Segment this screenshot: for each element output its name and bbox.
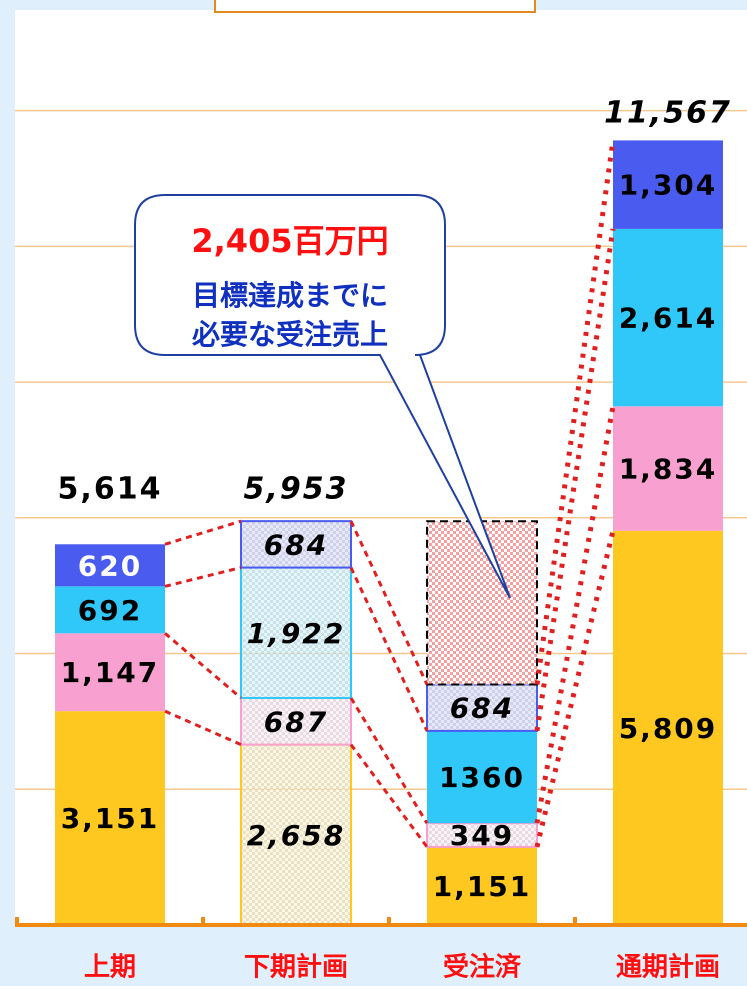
value-label: 1360: [439, 761, 525, 794]
x-tick-label: 通期計画: [616, 952, 720, 983]
remaining-box: [426, 520, 538, 686]
bar-pattern: [240, 696, 352, 746]
bar-segment: [427, 846, 537, 925]
bar-segment: [613, 406, 723, 531]
bar-segment: [613, 228, 723, 407]
callout-title: 2,405百万円: [191, 222, 388, 260]
bar-segment: [55, 711, 165, 925]
bar-segment: [55, 586, 165, 634]
value-label: 2,614: [619, 302, 718, 335]
value-label: 2,658: [247, 819, 346, 852]
value-label: 1,147: [61, 656, 160, 689]
connector: [534, 140, 616, 685]
bar-segment: [427, 730, 537, 824]
bar-pattern: [426, 683, 538, 732]
connector: [164, 519, 242, 546]
connector: [164, 632, 242, 700]
title-box: [214, 0, 536, 13]
callout-text: 必要な受注売上: [192, 318, 388, 351]
connector: [349, 566, 429, 732]
value-label: 3,151: [61, 802, 160, 835]
value-label: 684: [450, 692, 514, 725]
total-label: 5,953: [244, 472, 349, 507]
bar-segment: [613, 530, 723, 925]
bar-segment: [55, 633, 165, 712]
total-label: 11,567: [604, 96, 732, 131]
value-label: 684: [264, 528, 328, 561]
x-tick-label: 上期: [84, 953, 136, 983]
x-tick-label: 受注済: [443, 952, 522, 983]
value-label: 1,151: [433, 870, 532, 903]
connector: [534, 228, 616, 732]
value-label: 692: [78, 594, 142, 627]
value-label: 1,922: [247, 617, 346, 650]
callout-text: 目標達成までに: [192, 279, 388, 312]
value-label: 620: [78, 549, 142, 582]
x-tick-label: 下期計画: [244, 952, 348, 983]
bar-segment: [613, 140, 723, 229]
bar-pattern: [240, 743, 352, 926]
bar-pattern: [426, 822, 538, 848]
bar-pattern: [240, 520, 352, 569]
bar-segment: [55, 544, 165, 587]
connector: [534, 405, 616, 824]
total-label: 5,614: [58, 472, 163, 507]
connector: [349, 697, 429, 824]
connector: [164, 566, 242, 588]
value-label: 5,809: [619, 712, 718, 745]
connector: [349, 520, 429, 686]
value-label: 1,834: [619, 453, 718, 486]
value-label: 349: [450, 819, 514, 852]
value-label: 687: [264, 705, 328, 738]
bar-pattern: [240, 566, 352, 699]
value-label: 1,304: [619, 169, 718, 202]
callout: [134, 194, 511, 599]
connector: [164, 709, 242, 746]
